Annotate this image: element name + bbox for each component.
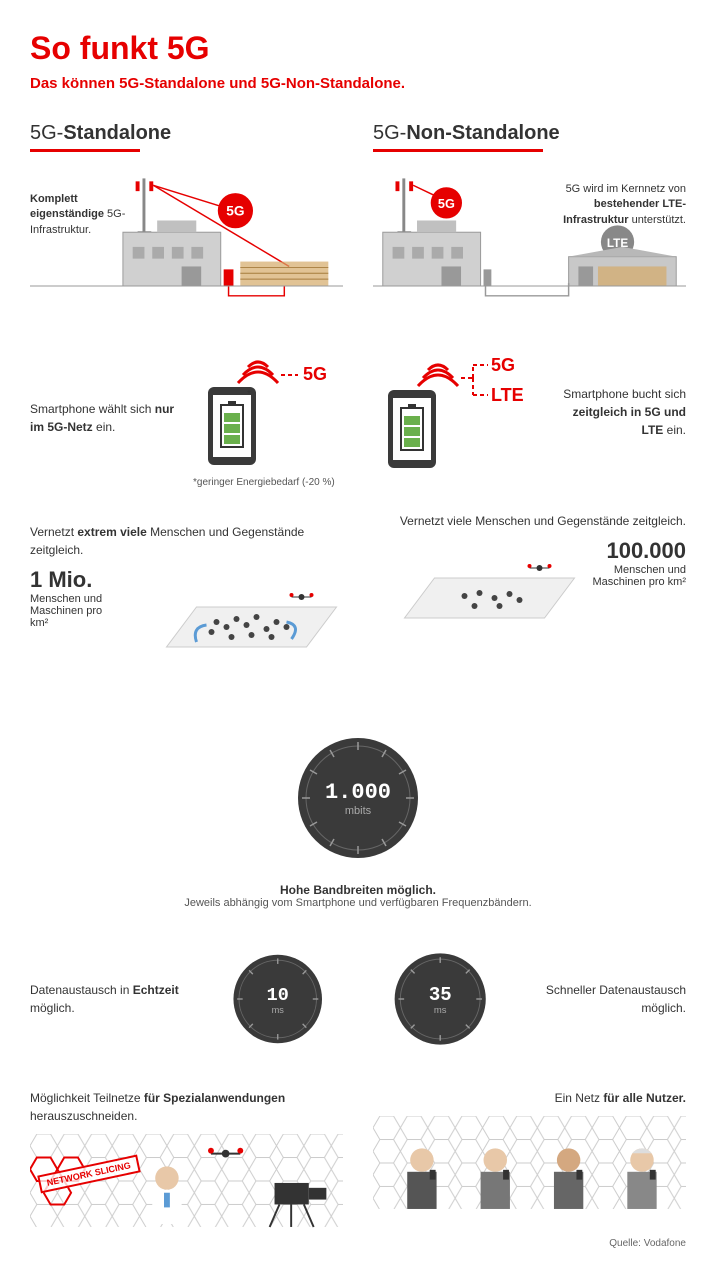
latency-section: Datenaustausch in Echtzeit möglich. 10 m… xyxy=(30,944,686,1054)
underline-left xyxy=(30,149,140,152)
bandwidth-caption: Hohe Bandbreiten möglich. xyxy=(30,883,686,897)
platform-illustration-left xyxy=(130,567,343,667)
density-right: Vernetzt viele Menschen und Gegenstände … xyxy=(373,512,686,662)
svg-text:10: 10 xyxy=(266,985,288,1006)
phone-left: Smartphone wählt sich nur im 5G-Netz ein… xyxy=(30,347,343,488)
latency-left: Datenaustausch in Echtzeit möglich. 10 m… xyxy=(30,944,328,1054)
svg-text:35: 35 xyxy=(429,984,452,1006)
bandwidth-subcaption: Jeweils abhängig vom Smartphone und verf… xyxy=(30,897,686,909)
svg-text:ms: ms xyxy=(271,1005,284,1015)
svg-text:5G: 5G xyxy=(303,364,327,384)
infra-text-right: 5G wird im Kernnetz von bestehender LTE-… xyxy=(546,182,686,228)
bandwidth-section: 1.000 mbits Hohe Bandbreiten möglich. Je… xyxy=(30,728,686,909)
slicing-text-right: Ein Netz für alle Nutzer. xyxy=(373,1089,686,1107)
phone-right: 5G LTE Smartphone bucht sich zeitgleich … xyxy=(373,347,686,477)
phone-graphic-right: 5G LTE xyxy=(373,350,533,475)
slicing-text-left: Möglichkeit Teilnetze für Spezialanwendu… xyxy=(30,1089,343,1125)
density-number-right: 100.000 xyxy=(586,538,686,564)
main-columns: 5G-Standalone Komplett eigenständige 5G-… xyxy=(30,122,686,708)
density-left: Vernetzt extrem viele Menschen und Gegen… xyxy=(30,523,343,673)
slicing-right: Ein Netz für alle Nutzer. xyxy=(373,1089,686,1228)
heading-bold: Standalone xyxy=(63,122,171,144)
latency-text-left: Datenaustausch in Echtzeit möglich. xyxy=(30,981,212,1017)
gauge-bandwidth-icon: 1.000 mbits xyxy=(288,728,428,868)
heading-bold-r: Non-Standalone xyxy=(406,122,559,144)
svg-text:5G: 5G xyxy=(438,196,455,211)
underline-right xyxy=(373,149,543,152)
density-number-left: 1 Mio. xyxy=(30,567,120,593)
slicing-left: Möglichkeit Teilnetze für Spezialanwendu… xyxy=(30,1089,343,1228)
col-non-standalone: 5G-Non-Standalone 5G wird im Kernnetz vo… xyxy=(373,122,686,708)
hex-illustration-right xyxy=(373,1115,686,1210)
infra-text-left: Komplett eigenständige 5G-Infrastruktur. xyxy=(30,192,140,238)
svg-text:LTE: LTE xyxy=(491,385,524,405)
gauge-latency-right-icon: 35 ms xyxy=(388,944,492,1054)
heading-prefix-r: 5G- xyxy=(373,122,406,144)
phone-graphic-left: 5G * *geringer Energiebedarf (-20 %) xyxy=(193,347,343,488)
energy-note: *geringer Energiebedarf (-20 %) xyxy=(193,477,343,488)
svg-text:*: * xyxy=(247,389,251,400)
density-text-right: Vernetzt viele Menschen und Gegenstände … xyxy=(373,512,686,530)
density-sub-left: Menschen und Maschinen pro km² xyxy=(30,593,120,629)
density-text-left: Vernetzt extrem viele Menschen und Gegen… xyxy=(30,523,343,559)
svg-text:ms: ms xyxy=(434,1005,447,1016)
col-standalone: 5G-Standalone Komplett eigenständige 5G-… xyxy=(30,122,343,708)
col-header-right: 5G-Non-Standalone xyxy=(373,122,686,145)
page-title: So funkt 5G xyxy=(30,30,686,67)
phone-text-right: Smartphone bucht sich zeitgleich in 5G u… xyxy=(548,385,686,439)
svg-text:mbits: mbits xyxy=(345,805,372,817)
col-header-left: 5G-Standalone xyxy=(30,122,343,145)
svg-text:5G: 5G xyxy=(226,204,244,219)
infra-left: Komplett eigenständige 5G-Infrastruktur.… xyxy=(30,172,343,312)
gauge-latency-left-icon: 10 ms xyxy=(227,944,328,1054)
latency-text-right: Schneller Datenaustausch möglich. xyxy=(507,981,686,1017)
infra-right: 5G wird im Kernnetz von bestehender LTE-… xyxy=(373,172,686,312)
svg-text:1.000: 1.000 xyxy=(325,780,391,805)
latency-right: 35 ms Schneller Datenaustausch möglich. xyxy=(388,944,686,1054)
svg-text:5G: 5G xyxy=(491,355,515,375)
phone-text-left: Smartphone wählt sich nur im 5G-Netz ein… xyxy=(30,400,178,436)
hex-illustration-left: NETWORK SLICING xyxy=(30,1133,343,1228)
platform-illustration-right xyxy=(373,538,576,638)
page-subtitle: Das können 5G-Standalone und 5G-Non-Stan… xyxy=(30,75,686,92)
heading-prefix: 5G- xyxy=(30,122,63,144)
source-label: Quelle: Vodafone xyxy=(30,1238,686,1249)
density-sub-right: Menschen und Maschinen pro km² xyxy=(586,564,686,588)
slicing-row: Möglichkeit Teilnetze für Spezialanwendu… xyxy=(30,1089,686,1228)
